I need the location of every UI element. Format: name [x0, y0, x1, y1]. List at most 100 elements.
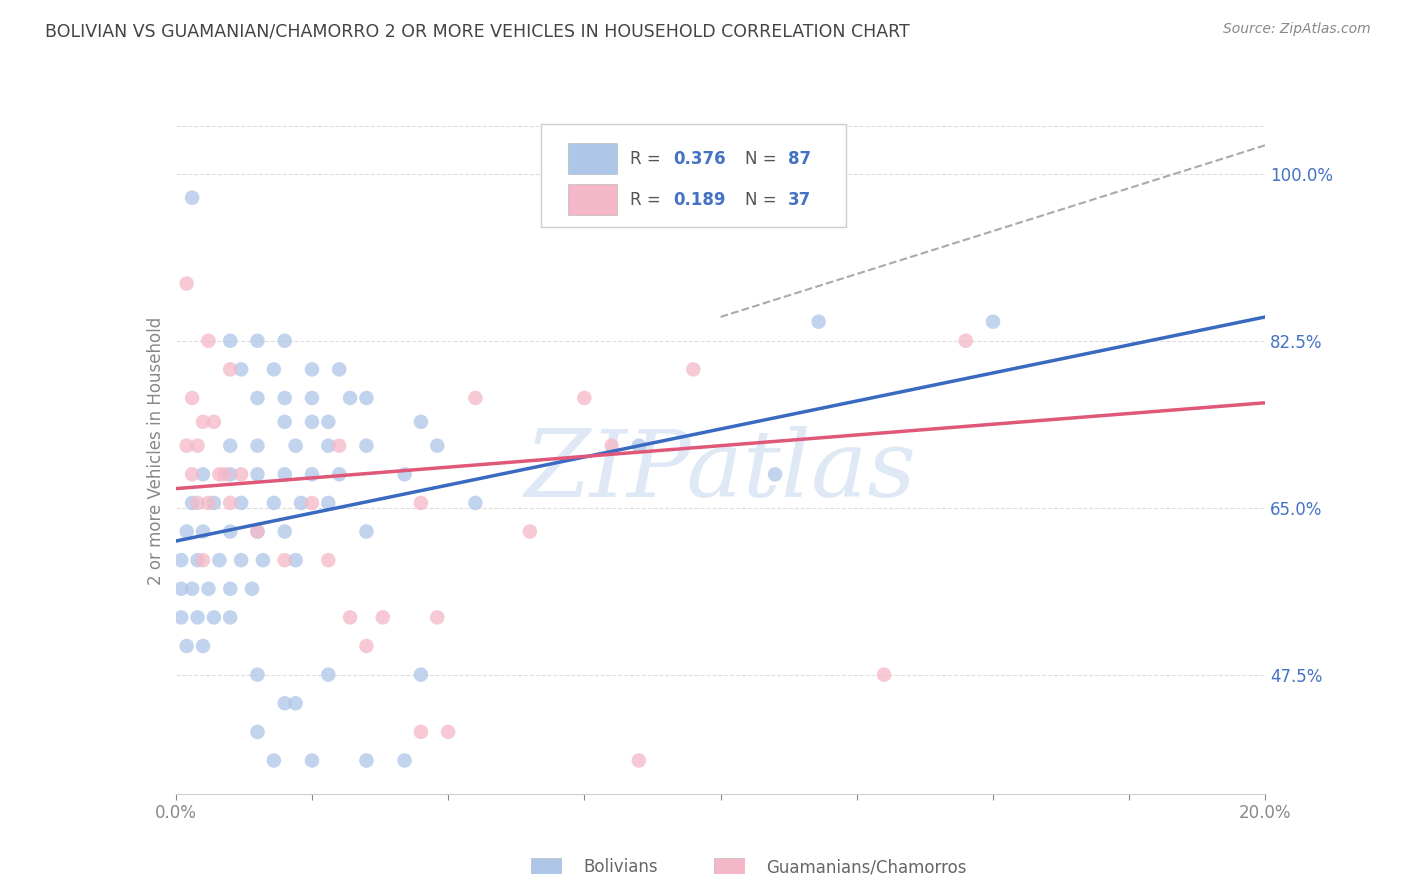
Point: [181, 582, 204, 596]
Point: [246, 724, 269, 739]
Point: [191, 553, 214, 567]
Point: [219, 582, 242, 596]
Point: [176, 524, 198, 539]
Point: [318, 667, 340, 681]
Text: 0.376: 0.376: [673, 150, 727, 168]
Point: [214, 467, 236, 482]
Point: [274, 524, 297, 539]
Point: [426, 439, 449, 453]
Point: [339, 610, 361, 624]
Point: [263, 496, 285, 510]
Bar: [568, 143, 617, 174]
Point: [219, 467, 242, 482]
Text: ZIPatlas: ZIPatlas: [524, 426, 917, 516]
Point: [328, 439, 350, 453]
Point: [600, 439, 623, 453]
Point: [170, 582, 193, 596]
Point: [181, 496, 204, 510]
Point: [263, 362, 285, 376]
Point: [318, 553, 340, 567]
Point: [274, 696, 297, 710]
Point: [246, 524, 269, 539]
Point: [328, 467, 350, 482]
Text: Source: ZipAtlas.com: Source: ZipAtlas.com: [1223, 22, 1371, 37]
Point: [284, 696, 307, 710]
Point: [981, 315, 1004, 329]
Point: [409, 496, 432, 510]
Point: [219, 610, 242, 624]
Point: [356, 639, 378, 653]
Point: [356, 391, 378, 405]
Point: [274, 553, 297, 567]
Point: [246, 667, 269, 681]
Point: [356, 439, 378, 453]
Point: [274, 467, 297, 482]
Y-axis label: 2 or more Vehicles in Household: 2 or more Vehicles in Household: [146, 317, 165, 584]
Point: [181, 391, 204, 405]
Text: R =: R =: [630, 150, 666, 168]
Point: [170, 553, 193, 567]
Point: [231, 496, 253, 510]
Point: [231, 467, 253, 482]
Point: [339, 391, 361, 405]
Text: 0.189: 0.189: [673, 191, 727, 209]
Point: [328, 362, 350, 376]
Text: N =: N =: [745, 150, 782, 168]
Point: [186, 439, 209, 453]
Point: [202, 415, 225, 429]
Point: [371, 610, 394, 624]
Point: [627, 754, 650, 768]
Point: [955, 334, 977, 348]
Point: [219, 362, 242, 376]
Point: [197, 334, 219, 348]
Point: [176, 277, 198, 291]
Point: [409, 415, 432, 429]
Point: [284, 553, 307, 567]
Point: [246, 334, 269, 348]
Point: [873, 667, 896, 681]
Point: [170, 610, 193, 624]
Point: [301, 496, 323, 510]
Point: [409, 724, 432, 739]
Text: R =: R =: [630, 191, 666, 209]
Point: [301, 391, 323, 405]
Point: [208, 467, 231, 482]
Point: [356, 524, 378, 539]
Point: [246, 391, 269, 405]
Text: BOLIVIAN VS GUAMANIAN/CHAMORRO 2 OR MORE VEHICLES IN HOUSEHOLD CORRELATION CHART: BOLIVIAN VS GUAMANIAN/CHAMORRO 2 OR MORE…: [45, 22, 910, 40]
Point: [202, 496, 225, 510]
Point: [181, 467, 204, 482]
Point: [219, 334, 242, 348]
Point: [219, 439, 242, 453]
Point: [574, 391, 596, 405]
Point: [318, 415, 340, 429]
Point: [186, 610, 209, 624]
Text: 37: 37: [789, 191, 811, 209]
Point: [519, 524, 541, 539]
Point: [274, 415, 297, 429]
Text: 87: 87: [789, 150, 811, 168]
Point: [181, 191, 204, 205]
Point: [197, 582, 219, 596]
Point: [301, 754, 323, 768]
Point: [318, 496, 340, 510]
Point: [246, 524, 269, 539]
Point: [274, 391, 297, 405]
Point: [763, 467, 786, 482]
Point: [394, 467, 416, 482]
Point: [464, 496, 486, 510]
Text: Bolivians: Bolivians: [583, 858, 658, 876]
Point: [246, 439, 269, 453]
Point: [231, 553, 253, 567]
Point: [219, 524, 242, 539]
Bar: [568, 185, 617, 215]
Point: [176, 639, 198, 653]
Point: [290, 496, 312, 510]
Point: [274, 334, 297, 348]
Point: [409, 667, 432, 681]
Point: [202, 610, 225, 624]
Point: [464, 391, 486, 405]
Point: [682, 362, 704, 376]
Text: N =: N =: [745, 191, 782, 209]
Point: [301, 362, 323, 376]
